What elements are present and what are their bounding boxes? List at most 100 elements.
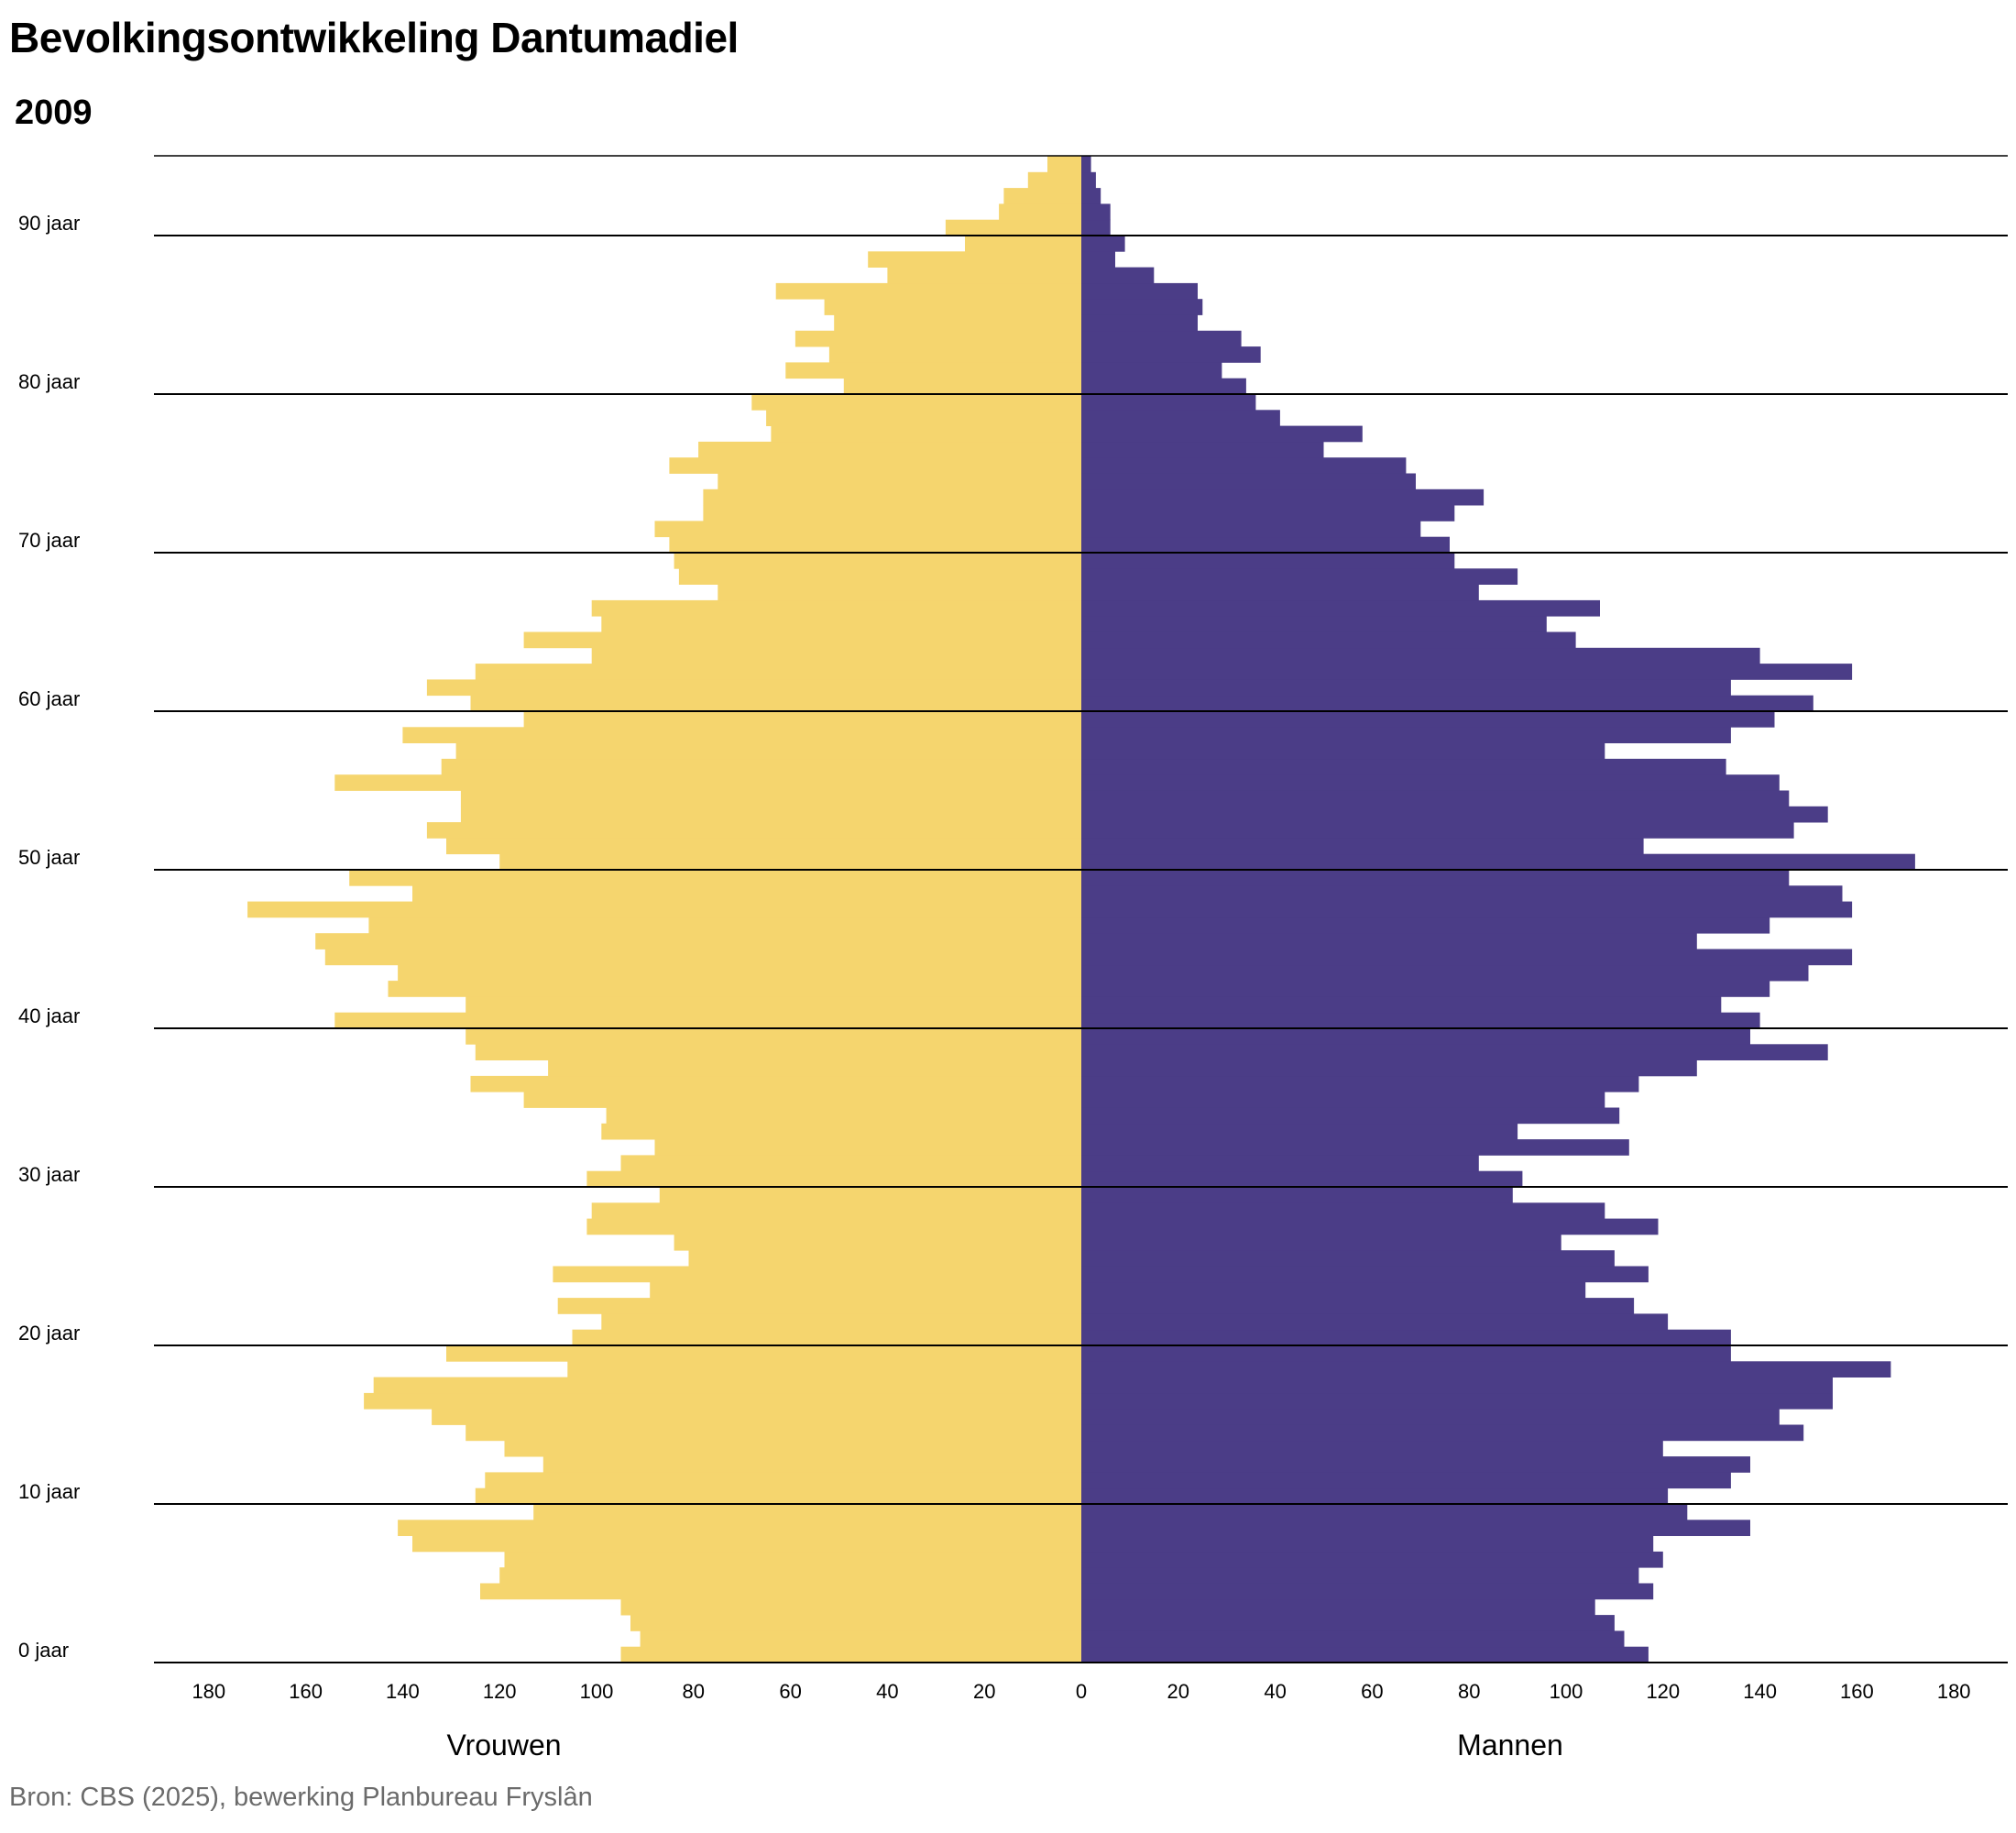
- bar-women-age-39: [466, 1028, 1081, 1045]
- bar-women-age-77: [771, 425, 1081, 443]
- bar-men-age-93: [1081, 171, 1096, 189]
- bar-men-age-12: [1081, 1456, 1750, 1473]
- bar-men-age-87: [1081, 267, 1155, 284]
- bar-women-age-71: [654, 521, 1081, 538]
- bar-women-age-29: [659, 1187, 1081, 1203]
- x-tick-label: 180: [192, 1680, 225, 1703]
- bar-women-age-62: [475, 664, 1082, 680]
- bar-men-age-53: [1081, 806, 1828, 823]
- x-tick-label: 60: [1361, 1680, 1383, 1703]
- bar-men-age-35: [1081, 1092, 1605, 1108]
- y-tick-label: 20 jaar: [18, 1322, 80, 1345]
- y-tick-label: 30 jaar: [18, 1163, 80, 1186]
- bar-women-age-72: [703, 505, 1081, 521]
- bar-women-age-27: [586, 1218, 1081, 1235]
- bar-women-age-25: [688, 1250, 1081, 1267]
- bar-women-age-92: [1003, 188, 1081, 204]
- bar-women-age-21: [601, 1313, 1081, 1331]
- chart-title: Bevolkingsontwikkeling Dantumadiel: [9, 14, 739, 61]
- bar-women-age-73: [703, 488, 1081, 506]
- bar-women-age-85: [824, 299, 1081, 315]
- bar-men-age-29: [1081, 1187, 1513, 1203]
- y-tick-label: 60 jaar: [18, 687, 80, 710]
- bar-men-age-68: [1081, 568, 1518, 585]
- y-tick-label: 80 jaar: [18, 370, 80, 393]
- x-tick-label: 60: [779, 1680, 801, 1703]
- bar-women-age-75: [669, 457, 1081, 474]
- bar-men-age-21: [1081, 1313, 1669, 1331]
- bar-men-age-17: [1081, 1377, 1833, 1394]
- bar-men-age-52: [1081, 822, 1794, 839]
- x-axis-tick-labels: 180 160 140 120 100 80 60 40 20 0 20 40 60 80 100 120 14…: [192, 1680, 1970, 1703]
- bar-women-age-47: [247, 901, 1082, 918]
- bar-women-age-87: [887, 267, 1081, 284]
- y-tick-label: 70 jaar: [18, 529, 80, 552]
- bar-women-age-37: [548, 1059, 1081, 1077]
- bar-women-age-67: [718, 584, 1082, 601]
- bar-men-age-27: [1081, 1218, 1659, 1235]
- bar-men-age-6: [1081, 1551, 1663, 1568]
- bar-men-age-76: [1081, 441, 1324, 458]
- x-tick-label: 140: [1743, 1680, 1777, 1703]
- bar-women-age-3: [620, 1598, 1082, 1616]
- bar-men-age-63: [1081, 647, 1760, 664]
- x-tick-label: 20: [973, 1680, 995, 1703]
- bar-men-age-91: [1081, 203, 1111, 221]
- bars-women: [247, 156, 1082, 1663]
- bar-women-age-57: [455, 742, 1082, 760]
- bars-men: [1081, 156, 1915, 1663]
- bar-women-age-43: [398, 964, 1082, 982]
- bar-women-age-44: [324, 949, 1081, 966]
- bar-men-age-88: [1081, 251, 1115, 268]
- bar-women-age-76: [698, 441, 1081, 458]
- bar-men-age-4: [1081, 1583, 1654, 1600]
- bar-women-age-17: [373, 1377, 1081, 1394]
- bar-men-age-73: [1081, 488, 1485, 506]
- bar-men-age-41: [1081, 996, 1722, 1014]
- bar-men-age-74: [1081, 473, 1416, 490]
- bar-women-age-55: [334, 774, 1081, 791]
- bar-men-age-34: [1081, 1107, 1620, 1125]
- bar-women-age-64: [523, 631, 1081, 649]
- bar-women-age-59: [523, 711, 1081, 728]
- bar-women-age-40: [334, 1012, 1081, 1029]
- bar-women-age-10: [475, 1487, 1082, 1505]
- bar-men-age-55: [1081, 774, 1780, 791]
- bar-women-age-15: [432, 1409, 1082, 1425]
- bar-men-age-28: [1081, 1202, 1605, 1219]
- bar-men-age-38: [1081, 1044, 1828, 1060]
- bar-men-age-45: [1081, 933, 1697, 949]
- bar-women-age-14: [466, 1424, 1081, 1442]
- bar-women-age-94: [1047, 156, 1081, 173]
- bar-men-age-89: [1081, 236, 1125, 252]
- bar-women-age-66: [591, 599, 1081, 617]
- bar-men-age-1: [1081, 1630, 1625, 1648]
- bar-women-age-32: [654, 1139, 1081, 1156]
- bar-women-age-23: [650, 1281, 1081, 1299]
- bar-men-age-50: [1081, 853, 1915, 871]
- bar-men-age-94: [1081, 156, 1091, 173]
- bar-women-age-2: [630, 1615, 1081, 1631]
- bar-women-age-93: [1027, 171, 1081, 189]
- bar-women-age-54: [460, 790, 1081, 807]
- bar-men-age-54: [1081, 790, 1790, 807]
- bar-men-age-42: [1081, 981, 1770, 997]
- bar-women-age-65: [601, 616, 1081, 632]
- bar-men-age-57: [1081, 742, 1605, 760]
- bar-men-age-44: [1081, 949, 1853, 966]
- bar-women-age-0: [620, 1646, 1082, 1663]
- bar-women-age-79: [751, 394, 1081, 411]
- bar-women-age-41: [466, 996, 1081, 1014]
- bar-men-age-70: [1081, 536, 1450, 554]
- bar-men-age-64: [1081, 631, 1576, 649]
- bar-men-age-43: [1081, 964, 1809, 982]
- x-tick-label: 140: [386, 1680, 420, 1703]
- bar-women-age-49: [349, 870, 1081, 886]
- bar-men-age-24: [1081, 1266, 1649, 1283]
- bar-men-age-15: [1081, 1409, 1780, 1425]
- bar-men-age-51: [1081, 838, 1644, 855]
- bar-men-age-65: [1081, 616, 1547, 632]
- bar-men-age-58: [1081, 727, 1731, 743]
- bar-women-age-1: [640, 1630, 1081, 1648]
- bar-men-age-20: [1081, 1329, 1731, 1346]
